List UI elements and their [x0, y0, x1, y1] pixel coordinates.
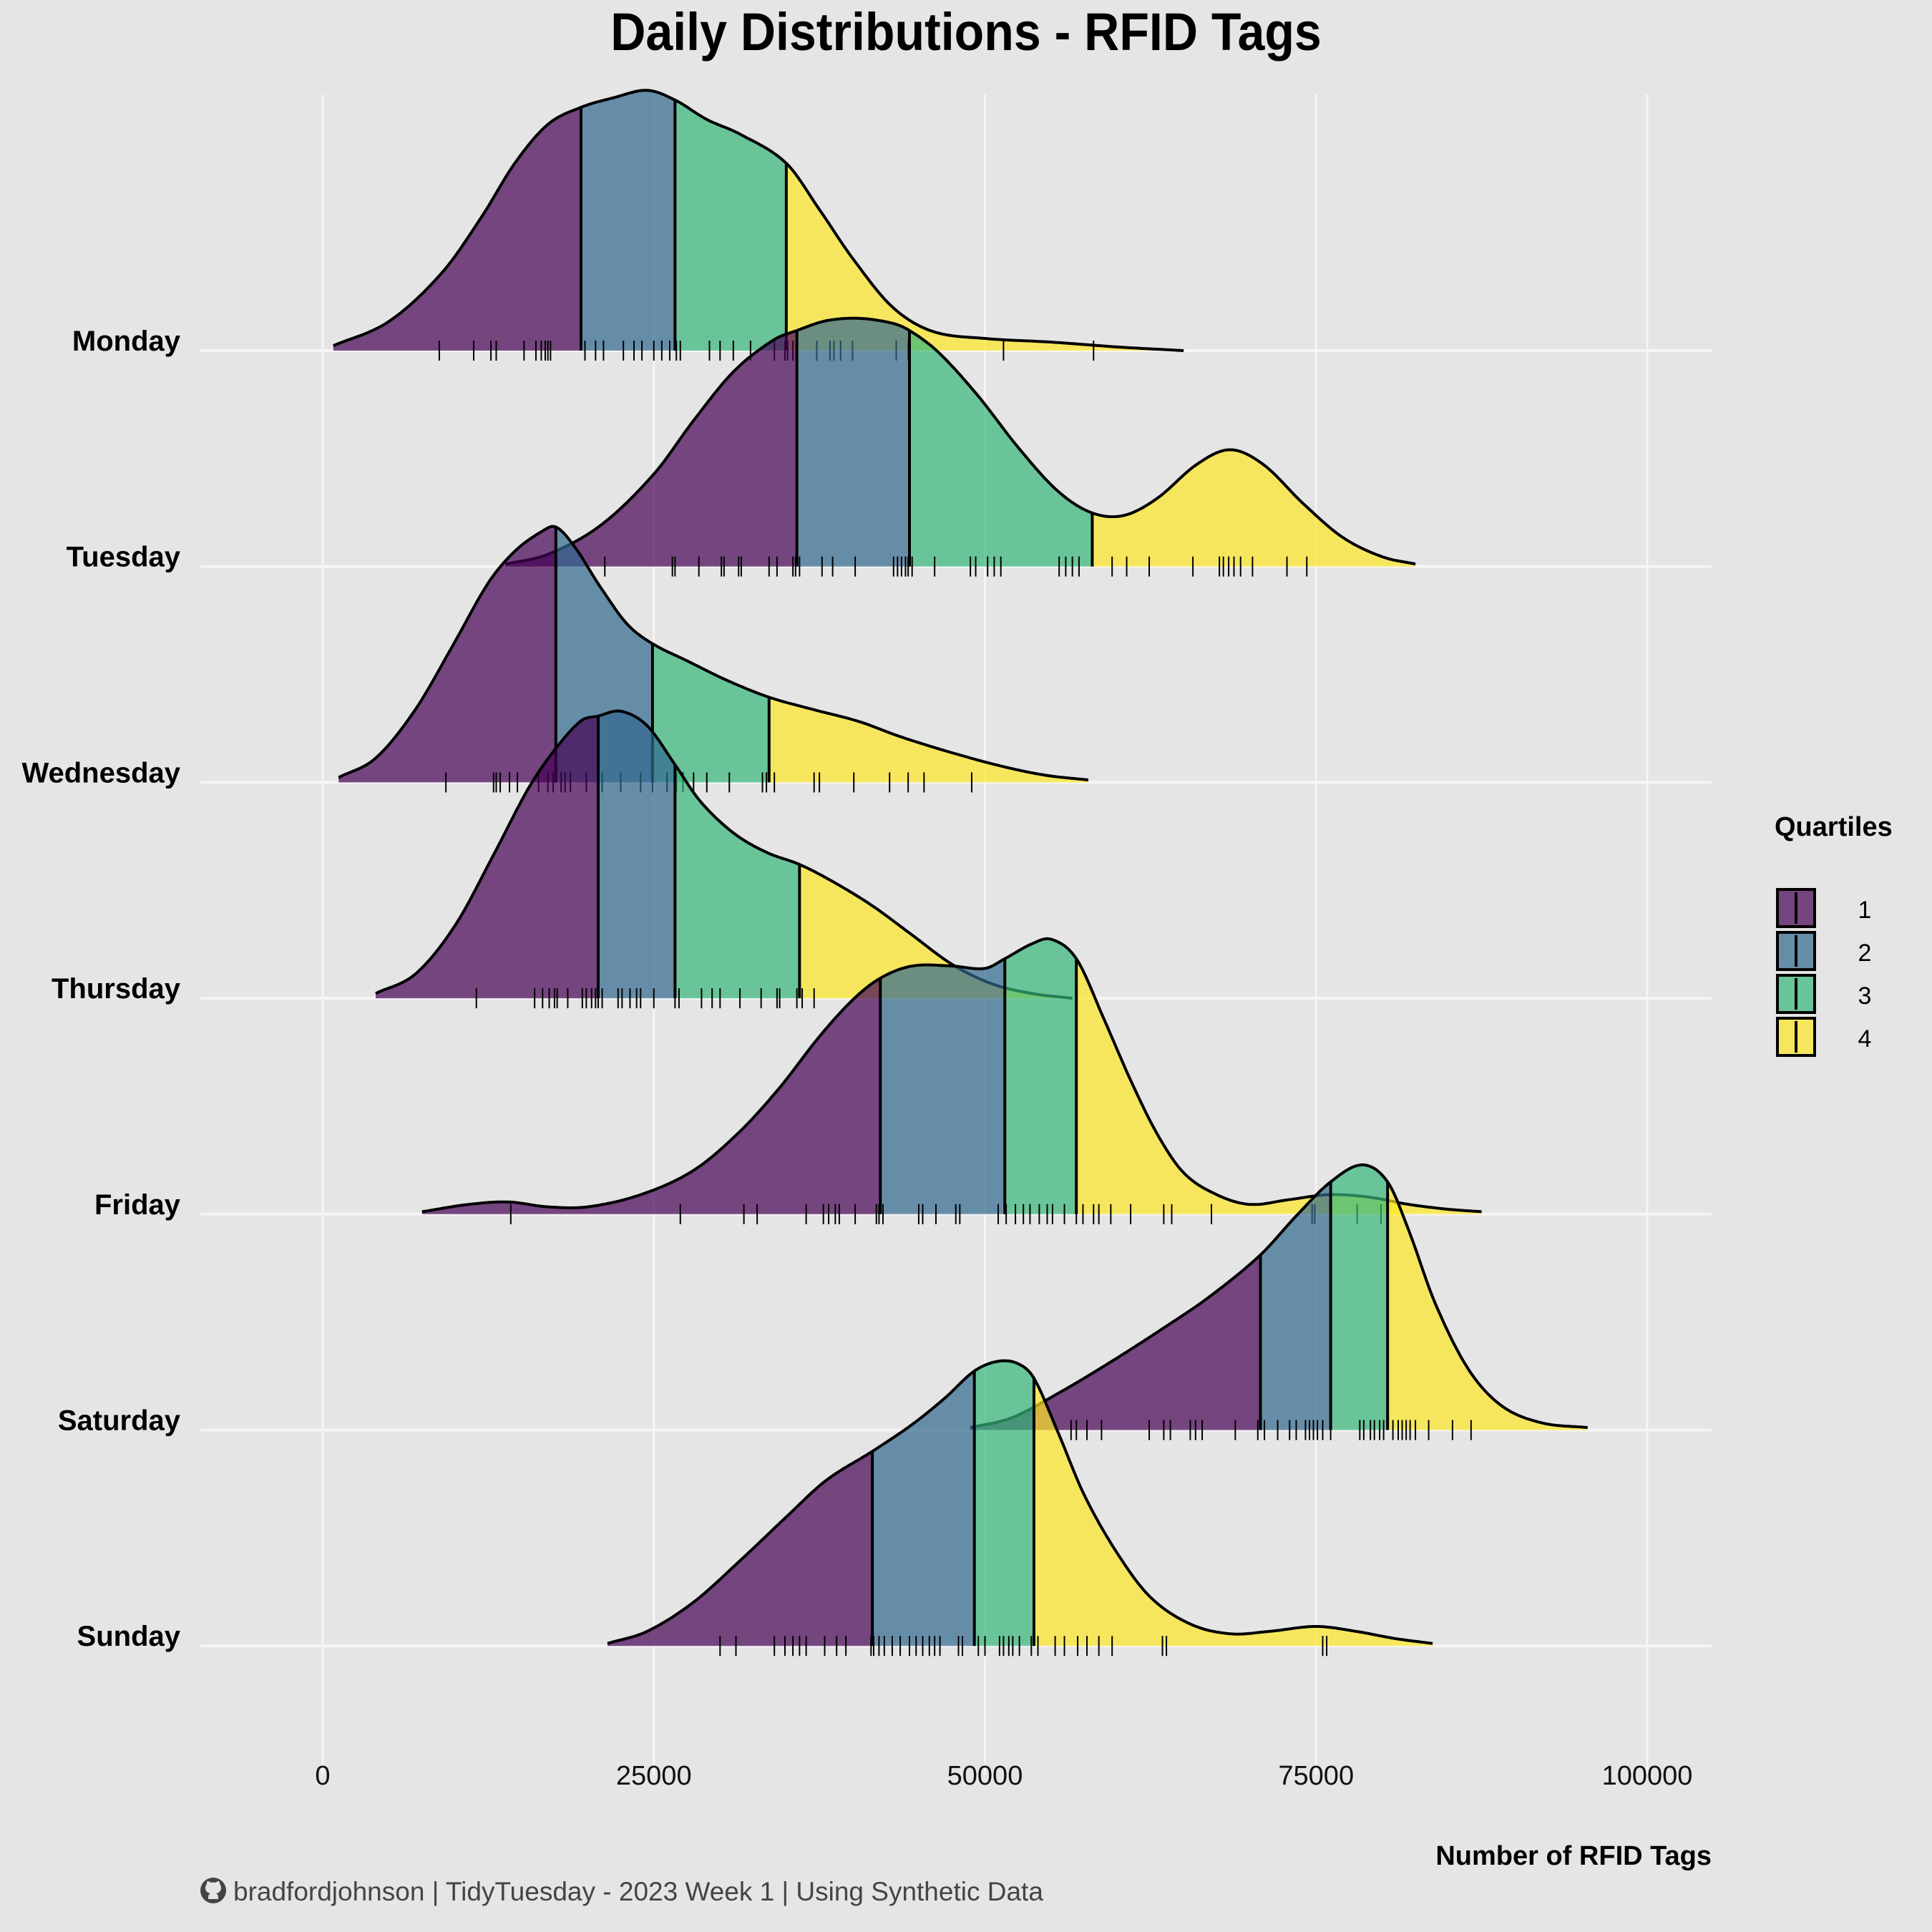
- quartile-3-area: [1330, 1164, 1388, 1430]
- x-tick-label: 25000: [616, 1761, 692, 1791]
- quartile-4-area: [786, 163, 1184, 351]
- legend-item-4: 4: [1776, 1017, 1872, 1057]
- quartile-3-area: [1005, 938, 1077, 1214]
- y-axis-labels: Monday Tuesday Wednesday Thursday Friday Satu…: [21, 326, 180, 1652]
- ridge-friday: [421, 937, 1482, 1224]
- density-outline: [970, 1163, 1588, 1430]
- quartile-1-area: [333, 107, 581, 351]
- quartile-1-area: [505, 330, 797, 567]
- x-tick-label: 75000: [1278, 1761, 1354, 1791]
- density-outline: [333, 89, 1184, 352]
- density-outline: [607, 1359, 1433, 1645]
- y-label-wednesday: Wednesday: [21, 757, 180, 789]
- quartile-3-area: [675, 764, 800, 999]
- quartile-3-area: [652, 643, 769, 783]
- quartile-4-area: [799, 864, 1073, 999]
- y-label-monday: Monday: [72, 326, 181, 357]
- legend-label: 3: [1858, 982, 1872, 1010]
- legend-item-1: 1: [1776, 888, 1872, 928]
- quartile-2-area: [1260, 1181, 1331, 1430]
- x-tick-label: 50000: [947, 1761, 1023, 1791]
- ridge-tuesday: [504, 316, 1416, 577]
- density-outline: [421, 937, 1482, 1214]
- chart-title: Daily Distributions - RFID Tags: [610, 2, 1322, 62]
- y-label-saturday: Saturday: [58, 1405, 181, 1437]
- legend-label: 2: [1858, 940, 1872, 967]
- legend-item-2: 2: [1776, 931, 1872, 971]
- caption: bradfordjohnson | TidyTuesday - 2023 Wee…: [200, 1877, 1043, 1906]
- quartile-3-area: [909, 330, 1093, 567]
- quartile-2-area: [598, 711, 675, 999]
- ridges: [333, 89, 1588, 1657]
- y-label-thursday: Thursday: [52, 973, 181, 1005]
- y-label-friday: Friday: [94, 1189, 181, 1221]
- quartile-4-area: [1076, 958, 1482, 1214]
- x-tick-label: 0: [315, 1761, 330, 1791]
- y-label-sunday: Sunday: [77, 1621, 181, 1652]
- legend: Quartiles 1 2 3 4: [1775, 812, 1893, 1057]
- github-icon: [200, 1878, 226, 1903]
- quartile-1-area: [970, 1254, 1261, 1430]
- quartile-2-area: [872, 1371, 975, 1646]
- x-axis-label: Number of RFID Tags: [1435, 1841, 1712, 1871]
- y-label-tuesday: Tuesday: [67, 542, 181, 573]
- quartile-1-area: [338, 526, 556, 783]
- density-outline: [338, 525, 1089, 781]
- legend-title: Quartiles: [1775, 812, 1893, 842]
- quartile-2-area: [880, 958, 1005, 1214]
- quartile-3-area: [675, 99, 786, 351]
- quartile-4-area: [1387, 1181, 1588, 1430]
- quartile-1-area: [421, 978, 881, 1214]
- legend-item-3: 3: [1776, 974, 1872, 1014]
- ridge-monday: [333, 89, 1184, 361]
- ridge-saturday: [970, 1163, 1588, 1440]
- x-tick-label: 100000: [1602, 1761, 1693, 1791]
- legend-label: 1: [1858, 897, 1872, 924]
- quartile-4-area: [1092, 449, 1416, 567]
- quartile-2-area: [580, 90, 675, 351]
- quartile-2-area: [796, 318, 909, 567]
- legend-label: 4: [1858, 1025, 1872, 1053]
- ridge-thursday: [375, 709, 1073, 1009]
- x-axis-ticks: 0 25000 50000 75000 100000: [315, 1761, 1692, 1791]
- quartile-3-area: [974, 1360, 1034, 1646]
- quartile-4-area: [769, 697, 1088, 783]
- density-outline: [504, 316, 1416, 566]
- ridge-sunday: [607, 1359, 1433, 1657]
- caption-text: bradfordjohnson | TidyTuesday - 2023 Wee…: [233, 1877, 1043, 1906]
- quartile-1-area: [376, 716, 599, 999]
- quartile-1-area: [607, 1451, 873, 1646]
